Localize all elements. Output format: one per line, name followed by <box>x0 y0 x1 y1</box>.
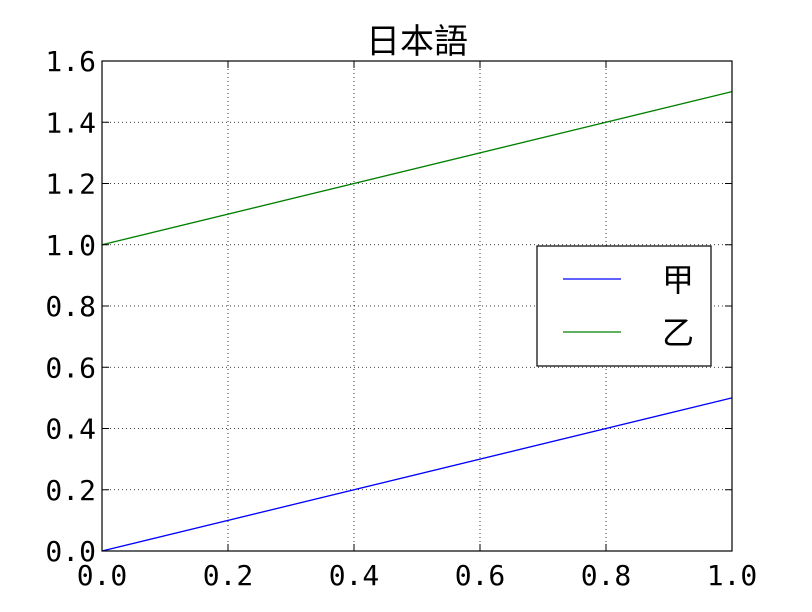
series-line-2 <box>101 90 733 246</box>
legend-box <box>536 245 712 367</box>
y-tick-label: 0.4 <box>45 413 96 446</box>
legend-label-1: 甲 <box>662 261 694 299</box>
series-line-1 <box>101 397 733 552</box>
y-tick-label: 0.6 <box>45 351 96 384</box>
y-tick-label: 1.4 <box>45 106 96 139</box>
legend-label-2: 乙 <box>662 314 694 352</box>
x-tick-label: 0.2 <box>203 559 254 592</box>
y-tick-label: 1.6 <box>45 45 96 78</box>
y-tick-label: 0.8 <box>45 290 96 323</box>
x-tick-label: 0.6 <box>455 559 506 592</box>
y-tick-label: 0.0 <box>45 535 96 568</box>
y-tick-label: 1.2 <box>45 168 96 201</box>
y-tick-label: 1.0 <box>45 229 96 262</box>
legend: 甲乙 <box>536 245 712 367</box>
series-lines <box>101 90 733 552</box>
x-tick-label: 0.0 <box>77 559 128 592</box>
y-tick-label: 0.2 <box>45 474 96 507</box>
x-tick-label: 0.4 <box>329 559 380 592</box>
x-tick-label: 0.8 <box>581 559 632 592</box>
axis-ticks: 0.0 0.2 0.4 0.6 0.8 1.0 0.0 0.2 0.4 0.6 0.8 1.0 1.2 1… <box>45 45 757 592</box>
x-tick-label: 1.0 <box>707 559 758 592</box>
chart-title: 日本語 <box>366 22 468 62</box>
